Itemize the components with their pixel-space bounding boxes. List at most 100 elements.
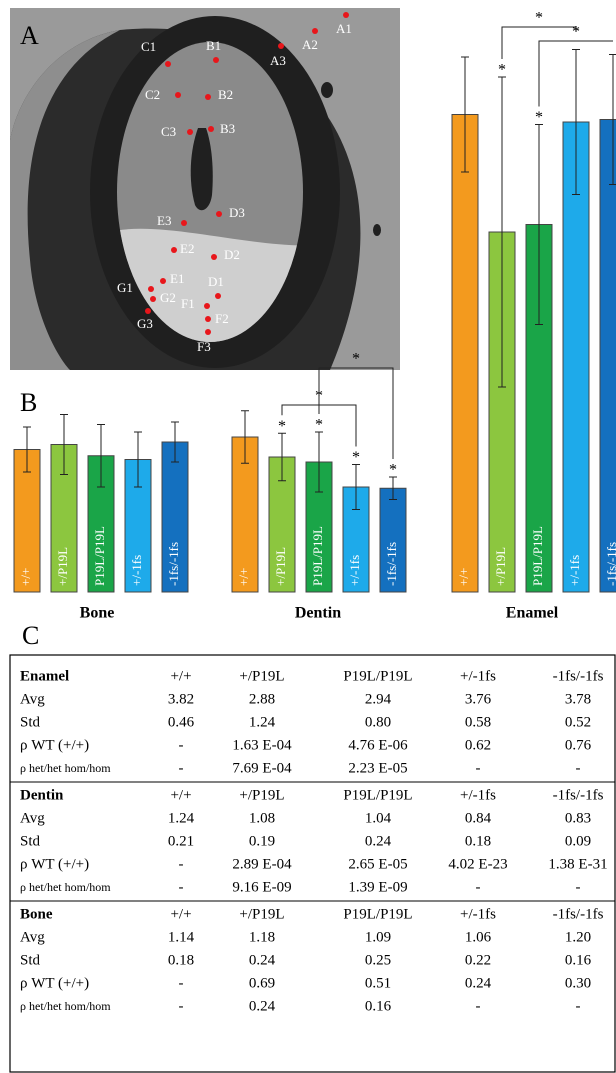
sample-point xyxy=(211,254,217,260)
point-label: A2 xyxy=(302,37,318,52)
page: {"panel_labels": ["A", "B", "C"], "micro… xyxy=(0,0,616,1073)
table-header: +/-1fs xyxy=(460,787,496,803)
table-cell: - xyxy=(476,879,481,895)
category-label: -1fs/-1fs xyxy=(604,542,616,586)
table-cell: 0.16 xyxy=(365,998,392,1014)
point-label: C1 xyxy=(141,39,156,54)
category-label: +/-1fs xyxy=(129,555,144,586)
table-cell: 0.24 xyxy=(365,833,392,849)
table-cell: 1.18 xyxy=(249,929,275,945)
bracket-label: * xyxy=(352,351,360,368)
table-header: -1fs/-1fs xyxy=(553,906,604,922)
point-label: D3 xyxy=(229,205,245,220)
sample-point xyxy=(205,316,211,322)
table-cell: - xyxy=(179,975,184,991)
sample-point xyxy=(205,94,211,100)
sample-point xyxy=(187,129,193,135)
point-label: F2 xyxy=(215,311,229,326)
category-label: +/+ xyxy=(236,568,251,586)
table-header: -1fs/-1fs xyxy=(553,668,604,684)
panel-label: A xyxy=(20,21,39,50)
table-cell: ρ het/het hom/hom xyxy=(20,880,111,894)
sample-point xyxy=(145,308,151,314)
table-cell: ρ WT (+/+) xyxy=(20,856,89,872)
table-cell: 1.09 xyxy=(365,929,391,945)
table-cell: ρ het/het hom/hom xyxy=(20,761,111,775)
table-cell: 4.02 E-23 xyxy=(448,856,507,872)
table-header: +/P19L xyxy=(239,906,284,922)
table-cell: 2.89 E-04 xyxy=(232,856,292,872)
table-cell: 0.25 xyxy=(365,952,391,968)
sample-point xyxy=(216,211,222,217)
sample-point xyxy=(175,92,181,98)
table-cell: 1.24 xyxy=(168,810,195,826)
point-label: E2 xyxy=(180,241,194,256)
table-cell: - xyxy=(476,760,481,776)
category-label: -1fs/-1fs xyxy=(384,542,399,586)
sample-point xyxy=(208,126,214,132)
point-label: F1 xyxy=(181,296,195,311)
category-label: P19L/P19L xyxy=(310,526,325,586)
table-cell: Std xyxy=(20,833,41,849)
sample-point xyxy=(181,220,187,226)
point-label: G1 xyxy=(117,280,133,295)
point-label: B2 xyxy=(218,87,233,102)
table-cell: - xyxy=(179,737,184,753)
table-cell: 1.08 xyxy=(249,810,275,826)
table-cell: 0.84 xyxy=(465,810,492,826)
table-cell: - xyxy=(476,998,481,1014)
table-cell: 0.24 xyxy=(249,998,276,1014)
table-cell: 0.30 xyxy=(565,975,591,991)
table-cell: 4.76 E-06 xyxy=(348,737,408,753)
sample-point xyxy=(148,286,154,292)
table-header: +/+ xyxy=(170,906,191,922)
table-cell: 1.38 E-31 xyxy=(548,856,607,872)
table-cell: 0.62 xyxy=(465,737,491,753)
panel-label: C xyxy=(22,621,39,650)
table-cell: 3.82 xyxy=(168,691,194,707)
table-cell: 7.69 E-04 xyxy=(232,760,292,776)
table-cell: - xyxy=(179,760,184,776)
table-cell: 0.22 xyxy=(465,952,491,968)
point-label: G3 xyxy=(137,316,153,331)
significance-marker: * xyxy=(498,62,506,79)
table-header: Dentin xyxy=(20,787,64,803)
table-header: +/-1fs xyxy=(460,668,496,684)
point-label: C3 xyxy=(161,124,176,139)
table-cell: 0.46 xyxy=(168,714,195,730)
significance-marker: * xyxy=(535,109,543,126)
point-label: A1 xyxy=(336,21,352,36)
table-header: P19L/P19L xyxy=(343,787,412,803)
table-header: Enamel xyxy=(20,668,69,684)
panel-label: B xyxy=(20,388,37,417)
table-cell: Avg xyxy=(20,929,45,945)
figure: ABCA1A2A3B1B2B3C1C2C3D1D2D3E1E2E3F1F2F3G… xyxy=(0,0,616,1073)
chart-title: Bone xyxy=(80,605,115,622)
sample-point xyxy=(171,247,177,253)
point-label: B1 xyxy=(206,38,221,53)
table-cell: 2.88 xyxy=(249,691,275,707)
sample-point xyxy=(150,296,156,302)
table-header: Bone xyxy=(20,906,53,922)
table-cell: - xyxy=(179,998,184,1014)
significance-marker: * xyxy=(315,417,323,434)
bar xyxy=(452,115,478,593)
table-cell: Std xyxy=(20,952,41,968)
bracket-label: * xyxy=(572,24,580,41)
table-cell: 1.39 E-09 xyxy=(348,879,407,895)
table-cell: - xyxy=(576,998,581,1014)
category-label: +/+ xyxy=(18,568,33,586)
table-cell: Std xyxy=(20,714,41,730)
table-cell: 0.18 xyxy=(465,833,491,849)
table-header: +/P19L xyxy=(239,787,284,803)
category-label: P19L/P19L xyxy=(92,526,107,586)
category-label: +/+ xyxy=(456,568,471,586)
point-label: D2 xyxy=(224,247,240,262)
table-header: +/-1fs xyxy=(460,906,496,922)
micrograph xyxy=(10,8,400,370)
table-cell: 0.24 xyxy=(465,975,492,991)
table-cell: 0.51 xyxy=(365,975,391,991)
table-cell: 3.78 xyxy=(565,691,591,707)
table-cell: - xyxy=(576,760,581,776)
category-label: +/-1fs xyxy=(347,555,362,586)
